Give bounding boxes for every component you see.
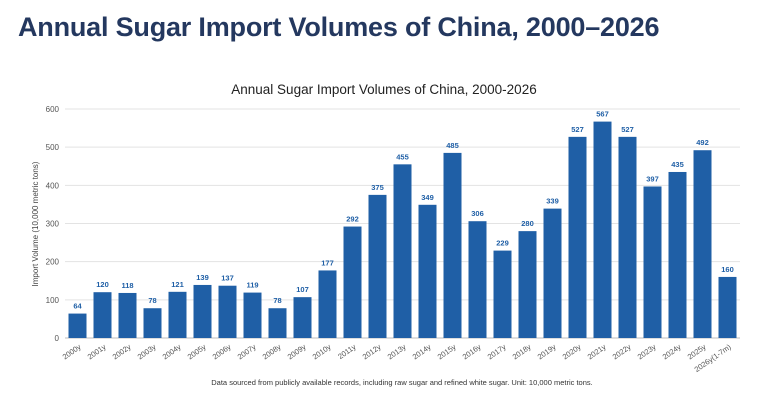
data-label: 397	[646, 174, 659, 183]
y-tick-label: 200	[46, 258, 60, 267]
bar	[493, 250, 512, 338]
x-tick-label: 2011y	[336, 342, 358, 361]
y-axis-label: Import Volume (10,000 metric tons)	[31, 161, 40, 286]
bar	[168, 291, 187, 338]
bar	[293, 297, 312, 338]
bar	[518, 231, 537, 338]
chart-title: Annual Sugar Import Volumes of China, 20…	[231, 82, 536, 97]
x-tick-label: 2023y	[636, 342, 658, 361]
data-label: 292	[346, 215, 359, 224]
bar	[668, 171, 687, 338]
x-tick-label: 2002y	[111, 342, 133, 361]
bar	[343, 226, 362, 338]
data-label: 137	[221, 274, 234, 283]
data-label: 485	[446, 141, 459, 150]
x-tick-label: 2021y	[586, 342, 608, 361]
bar	[193, 284, 212, 338]
data-label: 139	[196, 273, 209, 282]
x-tick-label: 2009y	[286, 342, 308, 361]
bar	[643, 186, 662, 338]
data-label: 527	[571, 125, 584, 134]
page-title: Annual Sugar Import Volumes of China, 20…	[18, 12, 660, 42]
y-tick-label: 400	[46, 181, 60, 190]
data-label: 280	[521, 219, 534, 228]
x-tick-label: 2024y	[661, 342, 683, 361]
x-tick-label: 2010y	[311, 342, 333, 361]
data-label: 177	[321, 258, 334, 267]
x-tick-label: 2008y	[261, 342, 283, 361]
data-label: 119	[246, 281, 258, 290]
data-label: 121	[171, 280, 184, 289]
x-tick-label: 2003y	[136, 342, 158, 361]
data-label: 567	[596, 110, 609, 119]
x-tick-label: 2012y	[361, 342, 383, 361]
x-tick-label: 2018y	[511, 342, 533, 361]
bar	[243, 292, 262, 338]
y-tick-label: 600	[46, 105, 60, 114]
bar	[618, 136, 637, 338]
data-label: 160	[721, 265, 734, 274]
data-label: 492	[696, 138, 709, 147]
bar	[543, 208, 562, 338]
y-tick-label: 300	[46, 220, 60, 229]
data-label: 78	[148, 296, 156, 305]
data-label: 120	[96, 280, 109, 289]
data-label: 349	[421, 193, 434, 202]
x-tick-label: 2013y	[386, 342, 408, 361]
bar	[318, 270, 337, 338]
bar	[443, 152, 462, 338]
data-label: 339	[546, 197, 559, 206]
bar	[393, 164, 412, 338]
data-label: 455	[396, 152, 409, 161]
bar	[418, 204, 437, 338]
y-tick-label: 100	[46, 296, 60, 305]
x-tick-label: 2001y	[86, 342, 108, 361]
bar	[368, 194, 387, 338]
x-tick-label: 2004y	[161, 342, 183, 361]
bar	[143, 308, 162, 338]
data-label: 107	[296, 285, 309, 294]
bar	[693, 150, 712, 338]
chart-footnote: Data sourced from publicly available rec…	[211, 378, 592, 387]
x-tick-label: 2007y	[236, 342, 258, 361]
x-tick-label: 2005y	[186, 342, 208, 361]
data-label: 78	[273, 296, 281, 305]
x-tick-label: 2015y	[436, 342, 458, 361]
bar	[593, 121, 612, 338]
x-tick-label: 2000y	[61, 342, 83, 361]
bar	[218, 285, 237, 338]
bar	[568, 136, 587, 338]
bar	[118, 292, 137, 338]
x-tick-label: 2020y	[561, 342, 583, 361]
y-tick-label: 0	[55, 334, 60, 343]
bar	[468, 221, 487, 338]
data-label: 435	[671, 160, 684, 169]
data-label: 64	[73, 302, 82, 311]
data-label: 527	[621, 125, 634, 134]
x-tick-label: 2017y	[486, 342, 508, 361]
data-label: 306	[471, 209, 484, 218]
y-tick-label: 500	[46, 143, 60, 152]
bar	[718, 276, 737, 338]
data-label: 375	[371, 183, 384, 192]
data-label: 229	[496, 239, 509, 248]
x-tick-label: 2006y	[211, 342, 233, 361]
x-tick-label: 2014y	[411, 342, 433, 361]
data-label: 118	[121, 281, 133, 290]
x-tick-label: 2016y	[461, 342, 483, 361]
bar	[93, 292, 112, 338]
bar	[268, 308, 287, 338]
bar	[68, 313, 87, 338]
x-tick-label: 2019y	[536, 342, 558, 361]
x-tick-label: 2022y	[611, 342, 633, 361]
